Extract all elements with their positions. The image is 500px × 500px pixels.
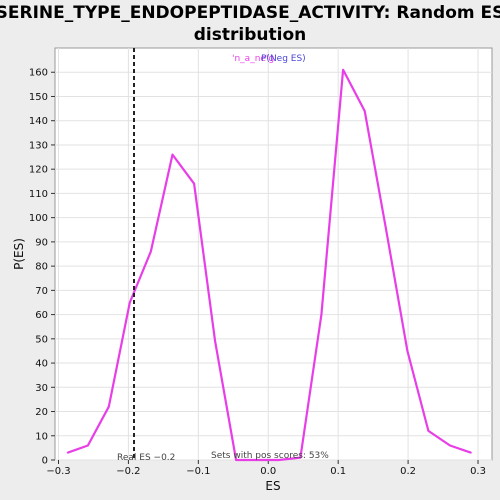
- series-point: [470, 451, 472, 454]
- series-point: [384, 226, 387, 229]
- y-tick-label: 70: [35, 286, 48, 297]
- series-point: [171, 153, 174, 156]
- series-point: [256, 459, 259, 461]
- series-point: [87, 444, 89, 447]
- y-tick-label: 120: [29, 165, 48, 176]
- y-tick-label: 130: [29, 140, 48, 151]
- y-tick-label: 150: [29, 92, 48, 103]
- plot-area: [54, 47, 493, 461]
- series-point: [320, 313, 323, 316]
- x-axis-label: ES: [265, 479, 280, 493]
- y-tick-label: 140: [29, 116, 48, 127]
- x-tick-label: −0.2: [116, 466, 140, 477]
- series-point: [277, 459, 280, 461]
- series-point: [427, 430, 430, 432]
- grid-lines: [55, 48, 492, 461]
- series-point: [363, 110, 366, 112]
- series-point: [342, 69, 344, 71]
- real-es-annotation: Real ES −0.2: [117, 453, 175, 463]
- series-point: [149, 250, 152, 253]
- series-point: [299, 456, 302, 459]
- series-point: [108, 405, 110, 408]
- y-tick-label: 60: [35, 310, 48, 321]
- legend-label-b: P(Neg ES): [261, 54, 306, 64]
- series-point: [235, 459, 237, 461]
- chart-title-line1: SERINE_TYPE_ENDOPEPTIDASE_ACTIVITY: Rand…: [0, 3, 500, 23]
- y-axis-label: P(ES): [12, 238, 26, 270]
- x-tick-label: −0.3: [46, 466, 70, 477]
- x-tick-label: 0.1: [330, 466, 346, 477]
- y-tick-label: 80: [35, 262, 48, 273]
- series-point: [214, 340, 216, 343]
- y-tick-label: 10: [35, 431, 48, 442]
- y-tick-label: 20: [35, 407, 48, 418]
- pos-scores-annotation: Sets with pos scores: 53%: [211, 451, 329, 461]
- y-tick-label: 40: [35, 359, 48, 370]
- series-point: [449, 444, 451, 447]
- y-tick-label: 100: [29, 213, 48, 224]
- x-tick-label: −0.1: [186, 466, 210, 477]
- series-point: [129, 301, 131, 304]
- y-tick-label: 50: [35, 334, 48, 345]
- y-tick-label: 160: [29, 68, 48, 79]
- legend-label-a: 'n_a_ne'g': [232, 54, 277, 64]
- y-tick-label: 0: [42, 456, 48, 467]
- x-tick-label: 0.0: [260, 466, 276, 477]
- y-tick-label: 90: [35, 237, 48, 248]
- x-tick-label: 0.3: [470, 466, 486, 477]
- series-point: [193, 182, 195, 185]
- y-tick-label: 30: [35, 383, 48, 394]
- x-axis-ticks: −0.3 −0.2 −0.1 0.0 0.1 0.2 0.3: [46, 460, 486, 477]
- series-point: [66, 451, 69, 454]
- x-tick-label: 0.2: [400, 466, 416, 477]
- y-axis-ticks: 0 10 20 30 40 50 60 70 80 90 100 110 120 130 140 150 160: [29, 68, 55, 467]
- y-tick-label: 110: [29, 189, 48, 200]
- series-point: [406, 350, 409, 352]
- chart-title-line2: distribution: [194, 25, 306, 45]
